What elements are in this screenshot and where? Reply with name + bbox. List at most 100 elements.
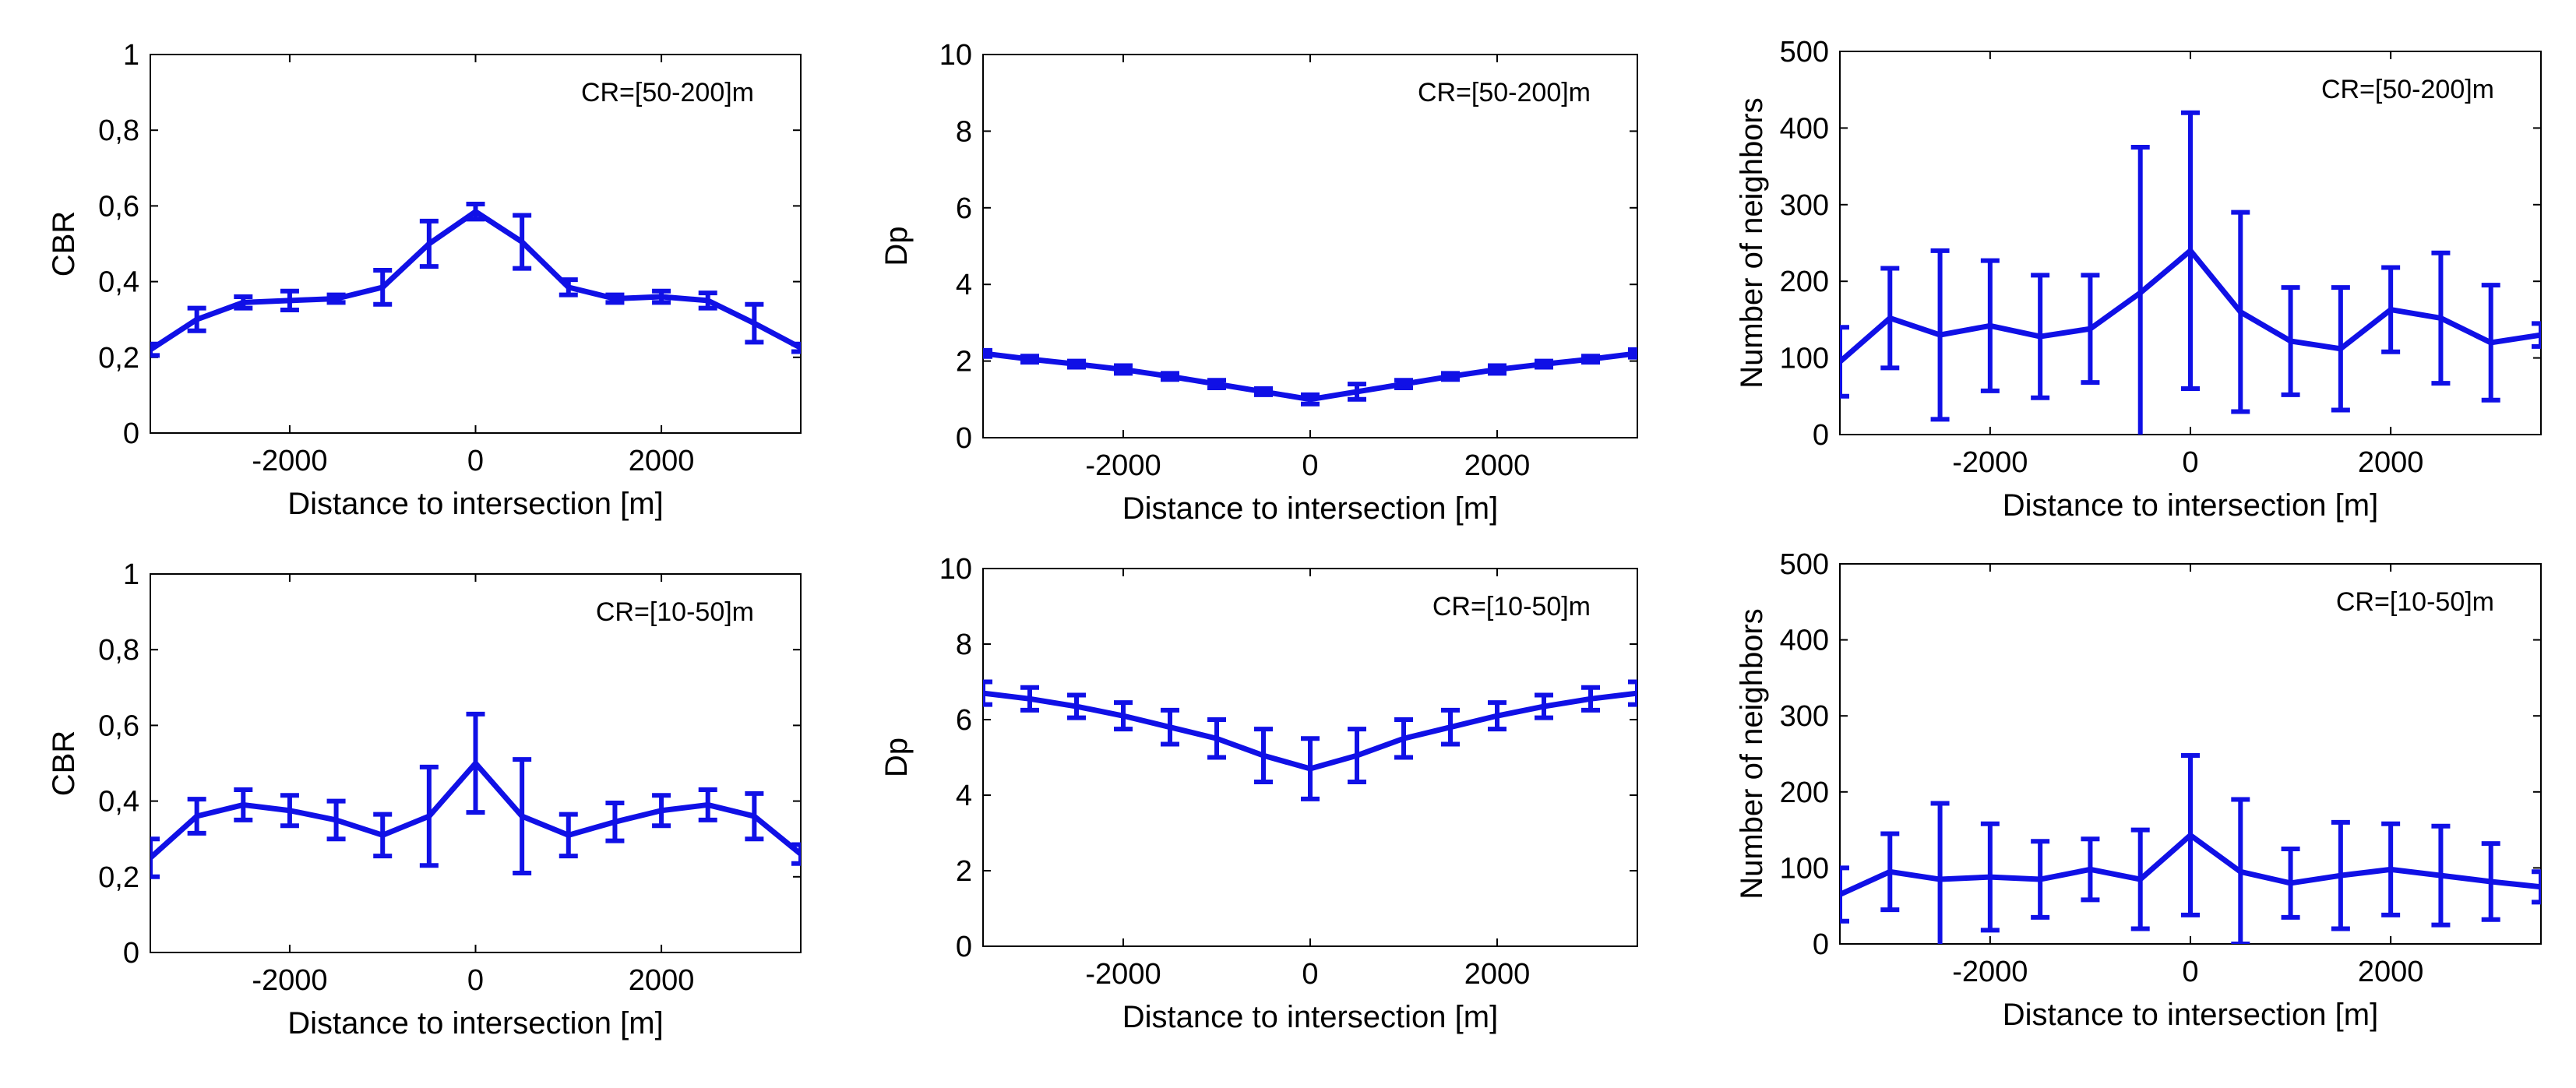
- data-point: [1937, 876, 1943, 882]
- data-point: [1634, 350, 1637, 357]
- y-axis-label: Dp: [879, 226, 914, 266]
- y-tick-label: 0,8: [98, 114, 139, 147]
- chart-panel-2: -2000 0 2000 0 100 200 300 400 500 Distance to in…: [1735, 36, 2542, 523]
- data-point: [1494, 713, 1500, 719]
- x-tick-label: 0: [1302, 449, 1318, 482]
- data-layer: [150, 201, 801, 358]
- y-axis-label: Number of neighbors: [1735, 608, 1769, 900]
- data-point: [983, 690, 986, 696]
- annotation-label: CR=[50-200]m: [2321, 75, 2494, 104]
- chart-panel-4: -2000 0 2000 0 2 4 6 8 10 Distance to intersectio…: [879, 553, 1638, 1034]
- y-tick-label: 300: [1780, 189, 1829, 222]
- x-tick-label: -2000: [252, 445, 327, 477]
- x-tick-label: -2000: [1952, 956, 2028, 988]
- data-point: [1167, 724, 1173, 731]
- x-axis-label: Distance to intersection [m]: [1122, 1000, 1498, 1034]
- data-point: [1588, 356, 1594, 362]
- y-tick-label: 0: [956, 422, 972, 455]
- y-tick-label: 100: [1780, 343, 1829, 375]
- y-tick-label: 8: [956, 629, 972, 661]
- x-axis-label: Distance to intersection [m]: [287, 487, 663, 521]
- data-point: [1354, 752, 1360, 759]
- data-point: [194, 316, 200, 322]
- data-point: [1588, 695, 1594, 702]
- data-point: [2538, 332, 2541, 338]
- x-axis-label: Distance to intersection [m]: [1122, 491, 1498, 526]
- data-point: [1887, 315, 1893, 321]
- annotation-label: CR=[10-50]m: [2336, 587, 2494, 617]
- chart-panel-3: -2000 0 2000 0 0,2 0,4 0,6 0,8 1 Distance to inte…: [47, 558, 802, 1040]
- y-tick-label: 4: [956, 780, 972, 812]
- data-point: [1307, 396, 1313, 403]
- data-point: [240, 801, 246, 808]
- y-tick-label: 2: [956, 855, 972, 888]
- data-point: [1214, 735, 1220, 741]
- x-tick-label: 0: [467, 445, 484, 477]
- y-tick-label: 300: [1780, 700, 1829, 733]
- y-tick-label: 500: [1780, 36, 1829, 69]
- x-tick-label: 0: [2182, 956, 2198, 988]
- y-tick-label: 0: [956, 931, 972, 963]
- y-tick-label: 0,2: [98, 861, 139, 894]
- annotation-label: CR=[10-50]m: [1432, 592, 1591, 621]
- data-point: [566, 284, 572, 290]
- y-axis-label: CBR: [47, 731, 81, 796]
- data-point: [751, 320, 757, 326]
- data-point: [2338, 872, 2344, 878]
- y-tick-label: 400: [1780, 112, 1829, 145]
- y-tick-label: 1: [123, 558, 139, 591]
- y-tick-label: 6: [956, 192, 972, 225]
- x-tick-label: -2000: [252, 964, 327, 997]
- data-point: [1541, 703, 1547, 709]
- x-tick-label: -2000: [1085, 449, 1161, 482]
- data-point: [1634, 690, 1637, 696]
- data-point: [1073, 703, 1080, 709]
- data-point: [2387, 307, 2394, 313]
- data-point: [2488, 340, 2494, 346]
- data-point: [1987, 322, 1993, 329]
- data-point: [611, 819, 618, 825]
- data-point: [1541, 361, 1547, 368]
- data-point: [287, 808, 293, 814]
- data-point: [2087, 866, 2093, 872]
- data-layer: [150, 711, 801, 879]
- x-tick-label: 2000: [2358, 446, 2424, 479]
- x-tick-label: 2000: [2358, 956, 2424, 988]
- y-tick-label: 6: [956, 704, 972, 737]
- data-point: [2538, 884, 2541, 890]
- data-point: [2338, 346, 2344, 352]
- y-tick-label: 200: [1780, 776, 1829, 809]
- data-point: [1027, 356, 1033, 362]
- y-tick-label: 2: [956, 346, 972, 379]
- data-point: [611, 295, 618, 301]
- data-point: [2137, 876, 2144, 882]
- data-point: [426, 813, 432, 819]
- x-axis-label: Distance to intersection [m]: [287, 1006, 663, 1040]
- x-tick-label: -2000: [1085, 958, 1161, 991]
- data-point: [194, 813, 200, 819]
- x-axis-label: Distance to intersection [m]: [2003, 998, 2378, 1032]
- data-point: [2187, 832, 2194, 838]
- data-point: [2437, 315, 2444, 321]
- data-point: [150, 347, 153, 353]
- data-point: [240, 299, 246, 305]
- series-line: [150, 209, 801, 353]
- data-layer: [983, 347, 1637, 407]
- data-point: [658, 808, 664, 814]
- x-tick-label: 0: [1302, 958, 1318, 991]
- chart-panel-1: -2000 0 2000 0 2 4 6 8 10 Distance to intersectio…: [879, 39, 1638, 526]
- y-axis-label: CBR: [47, 211, 81, 276]
- y-tick-label: 200: [1780, 266, 1829, 298]
- data-point: [1307, 766, 1313, 772]
- x-tick-label: 2000: [1464, 958, 1531, 991]
- y-axis-label: Dp: [879, 738, 914, 777]
- data-point: [2288, 338, 2294, 344]
- y-tick-label: 0,4: [98, 786, 139, 819]
- y-tick-label: 500: [1780, 548, 1829, 581]
- data-point: [2288, 880, 2294, 886]
- data-point: [1447, 373, 1454, 379]
- x-tick-label: 2000: [1464, 449, 1531, 482]
- x-tick-label: 0: [2182, 446, 2198, 479]
- data-point: [1214, 381, 1220, 387]
